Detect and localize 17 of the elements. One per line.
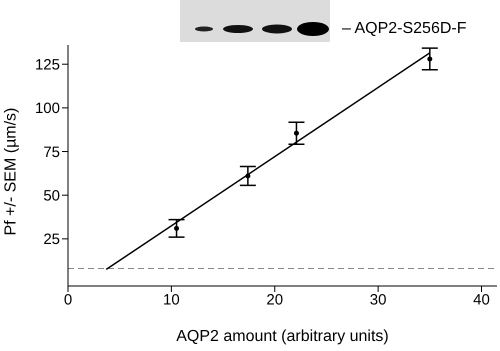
point xyxy=(294,130,299,136)
y-tick-label: 100 xyxy=(34,100,60,118)
y-tick-label: 25 xyxy=(43,231,60,248)
x-tick-label: 30 xyxy=(370,292,386,309)
text: – AQP2-S256D-F xyxy=(342,20,466,38)
y-axis-title: Pf +/- SEM (µm/s) xyxy=(2,108,20,236)
y-tick-label: 75 xyxy=(43,144,60,161)
point xyxy=(174,226,180,231)
x-tick-label: 0 xyxy=(64,292,72,309)
x-axis-title: AQP2 amount (arbitrary units) xyxy=(176,328,389,345)
x-tick-label: 20 xyxy=(266,292,284,309)
point xyxy=(427,56,432,62)
y-tick-label: 50 xyxy=(43,188,60,205)
y-tick-label: 125 xyxy=(34,56,60,74)
point xyxy=(245,173,250,178)
x-tick-label: 40 xyxy=(473,292,490,309)
x-tick-label: 10 xyxy=(163,292,180,309)
